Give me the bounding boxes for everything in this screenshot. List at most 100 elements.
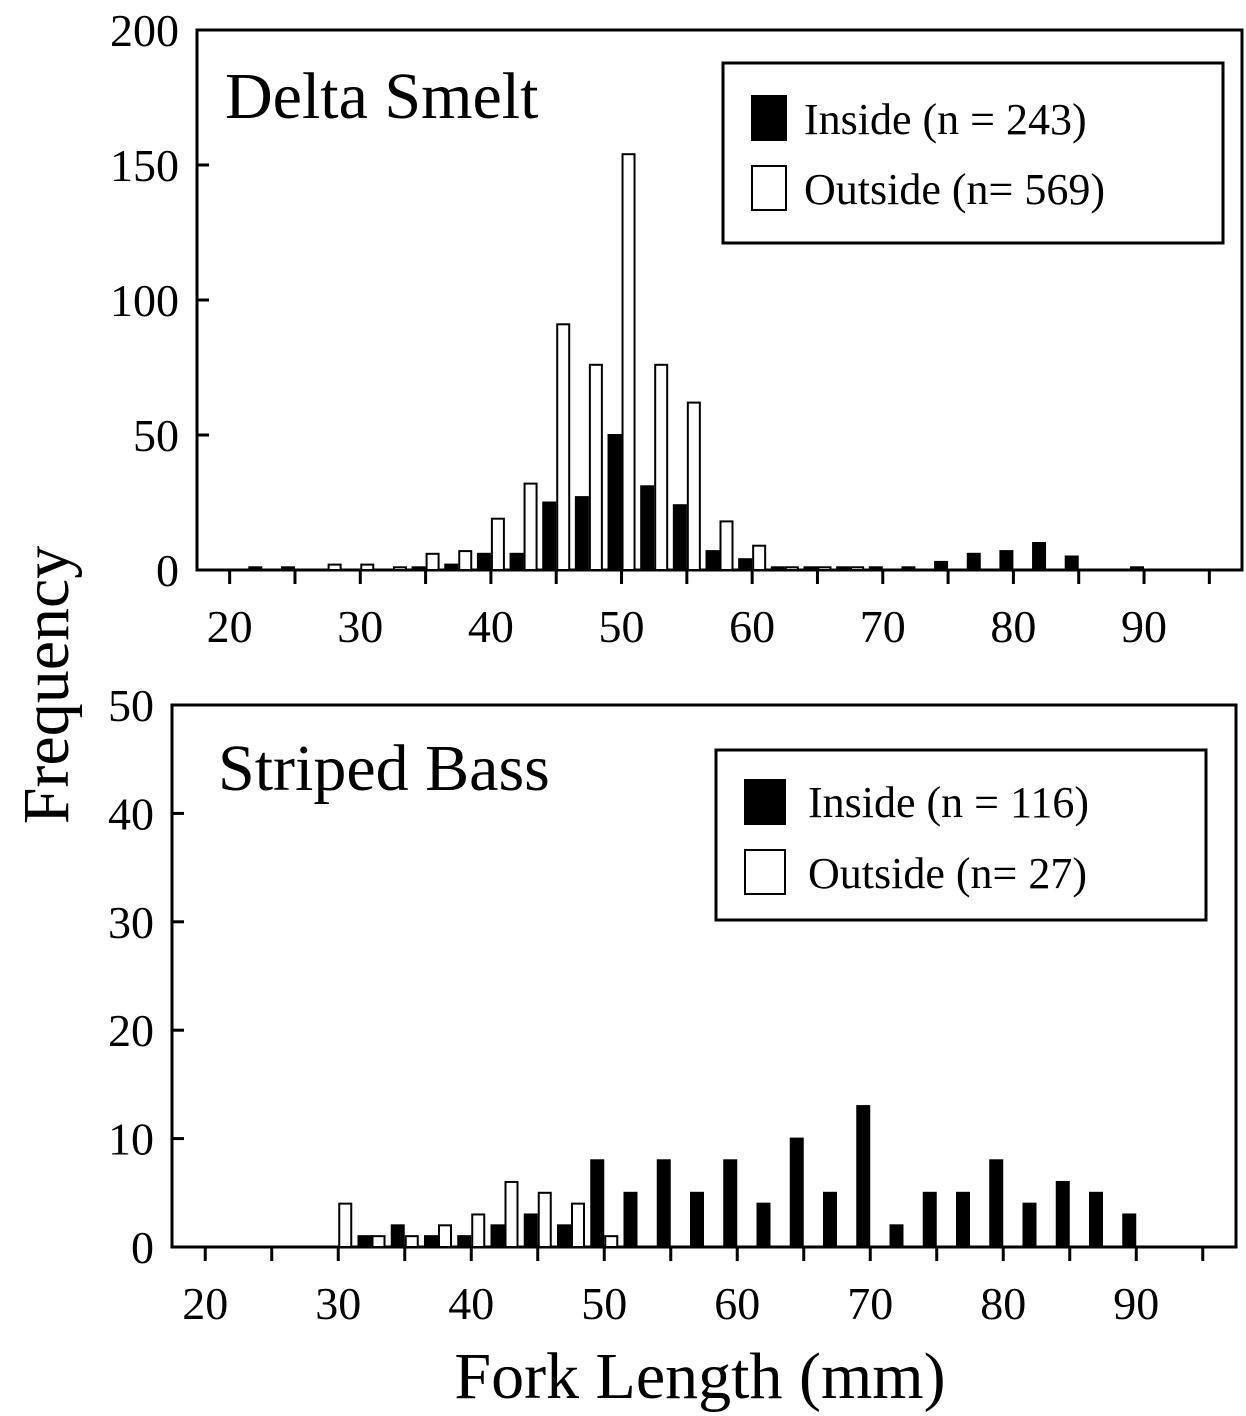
bar-outside <box>523 482 538 572</box>
x-tick-label: 80 <box>990 601 1036 652</box>
y-tick-label: 50 <box>108 680 154 731</box>
bar-outside <box>719 520 734 572</box>
bar-inside <box>574 496 589 572</box>
x-tick-label: 60 <box>714 1278 760 1329</box>
bar-outside <box>392 566 407 571</box>
y-axis: 0 10 20 30 40 50 <box>108 680 184 1273</box>
x-tick-label: 30 <box>337 601 383 652</box>
x-tick-label: 90 <box>1121 601 1167 652</box>
y-tick-label: 0 <box>131 1222 154 1273</box>
bar-inside <box>868 566 883 571</box>
bar-inside <box>1130 566 1145 571</box>
bar-inside <box>823 1191 837 1249</box>
bar-inside <box>640 485 655 571</box>
bar-outside <box>604 1235 619 1249</box>
bar-outside <box>752 544 767 572</box>
y-tick-label: 20 <box>108 1005 154 1056</box>
bar-inside <box>656 1159 671 1249</box>
bar-inside <box>705 550 720 571</box>
y-axis: 0 50 100 150 200 <box>110 5 209 596</box>
bar-outside <box>504 1180 519 1248</box>
bar-inside <box>1122 1213 1137 1248</box>
bar-inside <box>836 566 851 571</box>
bar-inside <box>723 1159 738 1249</box>
bar-outside <box>556 323 571 571</box>
bar-outside <box>654 363 669 571</box>
x-tick-label: 90 <box>1113 1278 1159 1329</box>
bar-outside <box>588 363 603 571</box>
legend-swatch-outside <box>744 849 786 895</box>
bar-outside <box>850 566 865 571</box>
bar-inside <box>803 566 818 571</box>
bar-inside <box>523 1213 538 1248</box>
bar-inside <box>690 1191 704 1249</box>
x-tick-label: 40 <box>468 601 514 652</box>
legend-swatch-inside <box>744 779 786 825</box>
bar-inside <box>1022 1202 1037 1249</box>
legend: Inside (n = 116) Outside (n= 27) <box>714 748 1208 922</box>
legend-box <box>721 61 1225 245</box>
striped-bass-panel: 0 10 20 30 40 50 20 30 40 50 60 70 80 90 Striped Bas… <box>108 680 1238 1329</box>
bar-inside <box>1032 542 1047 571</box>
bar-inside <box>411 566 426 571</box>
bar-outside <box>438 1224 452 1248</box>
bar-outside <box>360 563 375 571</box>
bar-inside <box>424 1235 438 1249</box>
legend-swatch-outside <box>751 165 787 211</box>
y-axis-title: Frequency <box>10 546 83 825</box>
bar-outside <box>490 517 505 572</box>
y-tick-label: 0 <box>156 545 179 596</box>
bar-inside <box>623 1191 638 1249</box>
bar-outside <box>537 1191 552 1249</box>
bar-outside <box>571 1202 585 1249</box>
y-tick-label: 10 <box>108 1114 154 1165</box>
bar-inside <box>1055 1180 1070 1248</box>
bar-inside <box>590 1159 605 1249</box>
bar-inside <box>607 434 622 571</box>
x-tick-label: 80 <box>980 1278 1026 1329</box>
legend-label-outside: Outside (n= 27) <box>808 849 1087 898</box>
bar-inside <box>966 552 981 571</box>
bar-inside <box>999 550 1014 571</box>
x-tick-label: 60 <box>729 601 775 652</box>
bar-inside <box>856 1105 871 1248</box>
bar-outside <box>471 1213 486 1248</box>
y-tick-label: 30 <box>108 897 154 948</box>
bar-outside <box>621 153 636 571</box>
y-tick-label: 40 <box>108 788 154 839</box>
y-tick-label: 150 <box>110 140 179 191</box>
bar-outside <box>458 550 473 571</box>
panel-title: Striped Bass <box>218 732 550 805</box>
x-tick-label: 50 <box>599 601 645 652</box>
bar-inside <box>490 1224 505 1248</box>
x-tick-label: 70 <box>860 601 906 652</box>
y-tick-label: 50 <box>133 410 179 461</box>
bar-inside <box>390 1224 405 1248</box>
bar-inside <box>770 566 785 571</box>
bar-inside <box>357 1235 372 1249</box>
x-tick-label: 20 <box>207 601 253 652</box>
bar-inside <box>476 552 491 571</box>
x-tick-label: 30 <box>315 1278 361 1329</box>
bars <box>248 153 1145 572</box>
bar-inside <box>509 552 524 571</box>
bar-inside <box>1064 555 1079 571</box>
bars <box>338 1105 1137 1249</box>
bar-outside <box>686 401 701 571</box>
legend-box <box>714 748 1208 922</box>
bar-inside <box>756 1202 771 1249</box>
bar-inside <box>457 1235 472 1249</box>
x-tick-label: 50 <box>581 1278 627 1329</box>
bar-inside <box>789 1137 804 1248</box>
bar-inside <box>901 566 916 571</box>
legend-swatch-inside <box>751 95 787 141</box>
bar-inside <box>1089 1191 1103 1249</box>
bar-inside <box>989 1159 1004 1249</box>
bar-inside <box>738 558 753 572</box>
bar-inside <box>557 1224 571 1248</box>
delta-smelt-panel: 0 50 100 150 200 20 30 40 50 60 70 80 90 Delta Smel… <box>110 5 1244 652</box>
bar-inside <box>889 1224 904 1248</box>
x-axis: 20 30 40 50 60 70 80 90 <box>207 570 1211 652</box>
bar-outside <box>404 1235 419 1249</box>
x-axis: 20 30 40 50 60 70 80 90 <box>182 1247 1205 1329</box>
